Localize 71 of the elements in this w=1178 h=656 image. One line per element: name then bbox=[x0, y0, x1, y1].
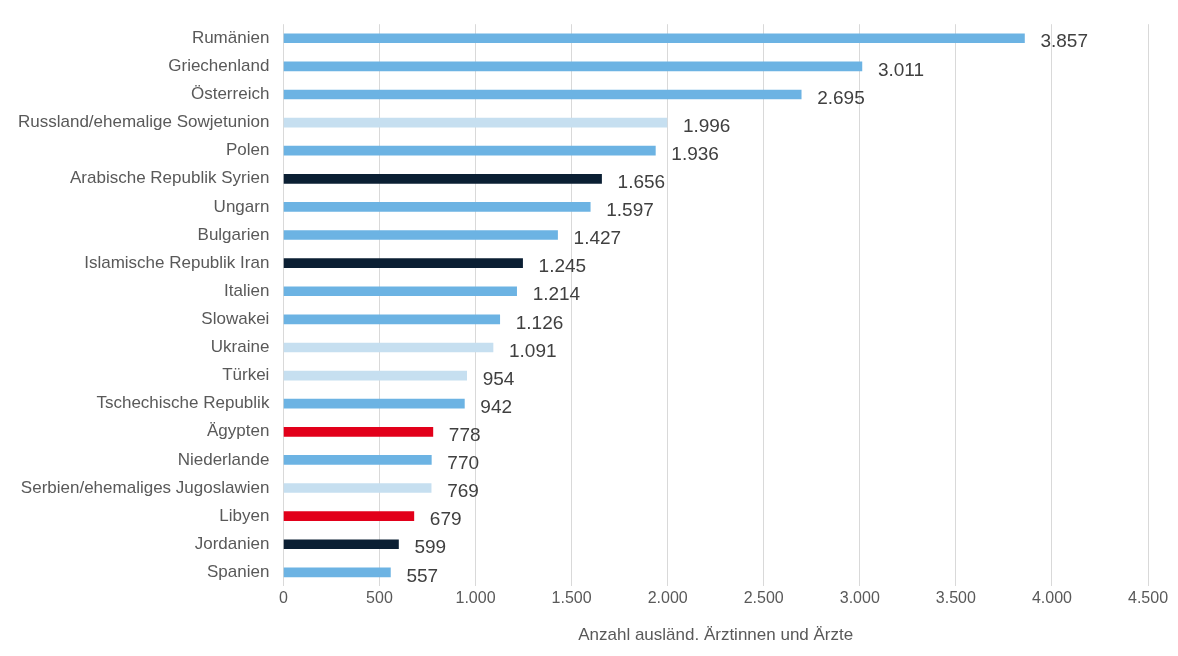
bar bbox=[283, 342, 494, 353]
x-tick-label: 2.000 bbox=[647, 589, 688, 607]
data-label: 769 bbox=[447, 480, 479, 502]
data-label: 770 bbox=[447, 452, 480, 474]
bar bbox=[283, 145, 656, 156]
y-tick-label: Niederlande bbox=[177, 449, 270, 469]
y-tick-label: Polen bbox=[225, 140, 270, 160]
x-tick-label: 3.500 bbox=[935, 589, 976, 607]
bar bbox=[283, 567, 391, 578]
y-tick-label: Ungarn bbox=[213, 196, 270, 216]
x-axis-title: Anzahl ausländ. Ärztinnen und Ärzte bbox=[578, 625, 854, 645]
bar bbox=[283, 202, 591, 212]
bar bbox=[283, 230, 558, 240]
bar bbox=[283, 173, 602, 184]
data-label: 1.996 bbox=[682, 114, 731, 136]
y-tick-label: Jordanien bbox=[194, 533, 270, 553]
x-tick-label: 1.500 bbox=[551, 589, 592, 607]
data-label: 599 bbox=[414, 536, 447, 558]
bar bbox=[283, 117, 668, 128]
y-tick-label: Türkei bbox=[222, 365, 270, 385]
data-label: 1.214 bbox=[532, 283, 581, 305]
bar bbox=[283, 258, 523, 268]
bar bbox=[283, 455, 432, 465]
bar bbox=[283, 314, 501, 325]
bar bbox=[283, 61, 863, 72]
y-tick-label: Ukraine bbox=[210, 337, 270, 357]
x-tick-label: 4.500 bbox=[1127, 589, 1169, 607]
bar bbox=[283, 398, 465, 409]
x-tick-label: 1.000 bbox=[455, 589, 496, 607]
y-tick-label: Griechenland bbox=[168, 56, 270, 76]
data-label: 2.695 bbox=[817, 86, 865, 108]
y-tick-label: Rumänien bbox=[191, 27, 270, 47]
x-tick-label: 3.000 bbox=[839, 589, 880, 607]
data-label: 1.597 bbox=[606, 199, 654, 221]
bar bbox=[283, 370, 468, 381]
y-tick-label: Islamische Republik Iran bbox=[84, 252, 270, 272]
data-label: 557 bbox=[406, 564, 439, 586]
data-label: 3.857 bbox=[1040, 30, 1088, 52]
bar bbox=[283, 483, 432, 493]
data-label: 1.427 bbox=[573, 227, 622, 249]
bar bbox=[283, 539, 399, 550]
data-label: 3.011 bbox=[877, 58, 925, 80]
bar bbox=[283, 511, 415, 521]
y-tick-label: Österreich bbox=[190, 84, 270, 104]
y-tick-label: Slowakei bbox=[201, 309, 270, 329]
data-label: 679 bbox=[429, 508, 462, 530]
y-tick-label: Tschechische Republik bbox=[96, 393, 270, 413]
bar bbox=[283, 426, 434, 437]
y-tick-label: Bulgarien bbox=[197, 224, 270, 244]
data-label: 1.936 bbox=[671, 142, 719, 164]
data-label: 954 bbox=[482, 367, 515, 389]
data-label: 1.245 bbox=[538, 255, 587, 277]
x-tick-label: 4.000 bbox=[1031, 589, 1073, 607]
bar bbox=[283, 286, 517, 297]
y-tick-label: Arabische Republik Syrien bbox=[69, 168, 270, 188]
y-tick-label: Serbien/ehemaliges Jugoslawien bbox=[20, 477, 270, 497]
x-tick-label: 2.500 bbox=[743, 589, 784, 607]
x-tick-label: 500 bbox=[366, 589, 393, 607]
data-label: 1.656 bbox=[617, 171, 666, 193]
bar bbox=[283, 89, 802, 100]
y-tick-label: Libyen bbox=[219, 505, 270, 525]
bar bbox=[283, 33, 1025, 44]
x-tick-label: 0 bbox=[278, 589, 288, 607]
y-tick-label: Italien bbox=[224, 280, 270, 300]
data-label: 1.091 bbox=[509, 339, 557, 361]
data-label: 1.126 bbox=[515, 311, 564, 333]
data-label: 942 bbox=[480, 395, 513, 417]
y-tick-label: Ägypten bbox=[206, 421, 270, 441]
y-tick-label: Spanien bbox=[206, 562, 270, 582]
data-label: 778 bbox=[448, 424, 481, 446]
y-tick-label: Russland/ehemalige Sowjetunion bbox=[17, 112, 270, 132]
